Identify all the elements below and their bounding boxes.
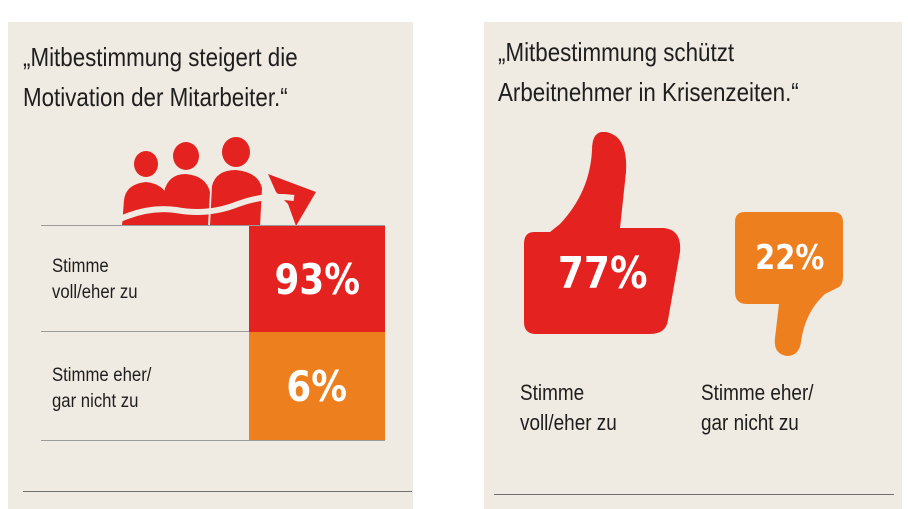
value-cell-agree: 93% xyxy=(249,226,385,332)
value-cell-disagree: 6% xyxy=(249,332,385,440)
row-divider xyxy=(41,440,385,441)
thumbs-down-value: 22% xyxy=(755,238,825,278)
row-divider xyxy=(41,225,385,226)
right-title-line-1: „Mitbestimmung schützt xyxy=(498,37,735,67)
left-chart-title: „Mitbestimmung steigert die Motivation d… xyxy=(23,37,298,117)
thumbs-down-icon xyxy=(735,212,843,356)
left-category-label-1: Stimme voll/eher zu xyxy=(52,256,138,303)
left-title-line-2: Motivation der Mitarbeiter.“ xyxy=(23,82,288,112)
row-divider xyxy=(41,331,385,332)
thumbs-up-icon xyxy=(524,132,681,334)
right-category-label-2: Stimme eher/ gar nicht zu xyxy=(701,380,814,435)
thumbs-up-value: 77% xyxy=(558,248,648,299)
value-label-disagree: 6% xyxy=(286,361,348,411)
right-title-line-2: Arbeitnehmer in Krisenzeiten.“ xyxy=(498,77,799,107)
left-category-label-2: Stimme eher/ gar nicht zu xyxy=(52,365,152,412)
people-growth-arrow-icon xyxy=(118,137,316,226)
footer-divider xyxy=(494,494,894,495)
right-category-label-1: Stimme voll/eher zu xyxy=(520,380,617,435)
left-title-line-1: „Mitbestimmung steigert die xyxy=(23,42,298,72)
value-label-agree: 93% xyxy=(274,254,360,304)
footer-divider xyxy=(23,491,412,492)
right-chart-title: „Mitbestimmung schützt Arbeitnehmer in K… xyxy=(498,32,799,112)
